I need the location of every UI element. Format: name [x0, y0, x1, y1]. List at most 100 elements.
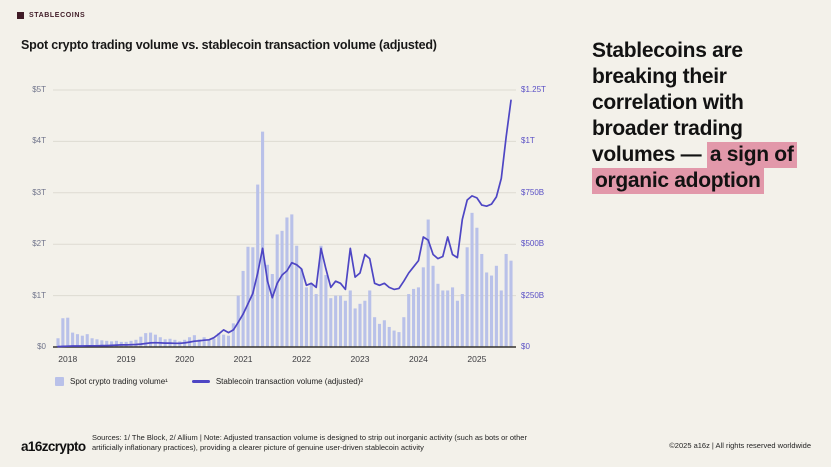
y-axis-right-tick: $0: [521, 342, 530, 351]
y-axis-right-tick: $500B: [521, 239, 545, 249]
y-axis-right-tick: $750B: [521, 187, 545, 197]
x-axis-tick: 2019: [116, 354, 136, 364]
spot-volume-bar: [441, 290, 445, 347]
spot-volume-bar: [290, 214, 294, 347]
spot-volume-bar: [465, 247, 469, 347]
spot-volume-bar: [202, 337, 206, 347]
spot-volume-bar: [114, 340, 118, 347]
spot-volume-bar: [402, 317, 406, 347]
spot-volume-bar: [460, 294, 464, 347]
spot-volume-bar: [455, 300, 459, 347]
x-axis-tick: 2024: [408, 354, 428, 364]
line-swatch-icon: [191, 380, 210, 383]
spot-volume-bar: [353, 308, 357, 347]
spot-volume-bar: [480, 253, 484, 347]
spot-volume-bar: [275, 234, 279, 347]
spot-volume-bar: [348, 290, 352, 347]
y-axis-left-tick: $5T: [32, 85, 46, 94]
spot-volume-bar: [421, 267, 425, 347]
spot-volume-bar: [309, 283, 313, 347]
spot-volume-bar: [75, 334, 80, 347]
spot-volume-bar: [436, 283, 440, 347]
spot-volume-bar: [358, 303, 362, 347]
spot-volume-bar: [319, 245, 323, 347]
spot-volume-bar: [416, 287, 420, 347]
y-axis-right-tick: $250B: [521, 290, 545, 300]
spot-volume-bar: [285, 217, 289, 347]
spot-volume-bar: [426, 219, 430, 347]
spot-volume-bar: [251, 247, 255, 347]
spot-volume-bar: [392, 330, 396, 347]
stablecoin-volume-line: [57, 99, 512, 348]
spot-volume-bar: [105, 340, 109, 347]
spot-volume-bar: [451, 287, 455, 347]
y-axis-right-tick: $1.25T: [521, 85, 546, 94]
x-axis-tick: 2022: [292, 354, 311, 364]
spot-volume-bar: [280, 230, 284, 347]
spot-volume-bar: [246, 246, 250, 347]
legend-label-stablecoin-volume: Stablecoin transaction volume (adjusted)…: [215, 377, 364, 386]
x-axis-tick: 2018: [58, 354, 78, 364]
chart-legend: Spot crypto trading volume¹ Stablecoin t…: [55, 377, 363, 386]
spot-volume-bar: [412, 288, 416, 347]
spot-volume-bar: [489, 275, 494, 347]
spot-volume-bar: [504, 253, 508, 347]
chart-canvas: [53, 89, 516, 348]
spot-volume-bar: [61, 318, 65, 347]
spot-volume-bar: [470, 212, 474, 347]
kicker-badge: STABLECOINS: [17, 12, 85, 19]
spot-volume-bar: [324, 275, 328, 347]
spot-volume-bar: [256, 184, 260, 347]
spot-volume-bar: [509, 260, 513, 347]
spot-volume-bar: [110, 341, 114, 347]
spot-volume-bar: [494, 265, 498, 347]
spot-volume-bar: [90, 338, 94, 347]
spot-volume-bar: [387, 326, 391, 347]
spot-volume-bar: [139, 336, 143, 347]
spot-volume-bar: [217, 333, 221, 347]
spot-volume-bar: [343, 300, 347, 347]
spot-volume-bar: [475, 227, 479, 347]
spot-volume-bar: [85, 334, 89, 347]
headline: Stablecoins are breaking their correlati…: [592, 38, 797, 194]
spot-volume-bar: [373, 317, 377, 347]
sources-note: Sources: 1/ The Block, 2/ Allium | Note:…: [92, 433, 527, 452]
y-axis-left-tick: $3T: [32, 187, 46, 197]
spot-volume-bar: [270, 274, 274, 347]
spot-volume-bar: [397, 332, 401, 347]
spot-volume-bar: [338, 295, 343, 347]
spot-volume-bar: [446, 290, 450, 347]
y-axis-right-tick: $1T: [521, 136, 535, 146]
spot-volume-bar: [407, 294, 411, 347]
bar-swatch-icon: [55, 377, 64, 386]
spot-volume-bar: [485, 272, 489, 347]
legend-item-spot-volume: Spot crypto trading volume¹: [55, 377, 168, 386]
spot-volume-bar: [71, 332, 75, 347]
spot-volume-bar: [314, 294, 318, 347]
chart-area: $5T $4T $3T $2T $1T $0 $1.25T $1T $750B $500B $250…: [0, 75, 570, 375]
spot-volume-bar: [149, 332, 153, 347]
copyright: ©2025 a16z | All rights reserved worldwi…: [669, 441, 811, 450]
spot-volume-bar: [265, 264, 269, 347]
a16z-crypto-logo: a16zcrypto: [21, 439, 86, 454]
y-axis-left-tick: $0: [37, 342, 46, 351]
spot-volume-bar: [431, 265, 435, 347]
legend-label-spot-volume: Spot crypto trading volume¹: [70, 377, 168, 386]
spot-volume-bar: [226, 335, 231, 347]
spot-volume-bar: [66, 317, 70, 347]
x-axis-tick: 2023: [350, 354, 370, 364]
spot-volume-bar: [382, 320, 386, 347]
spot-volume-bar: [153, 334, 157, 347]
x-axis-tick: 2020: [175, 354, 195, 364]
spot-volume-bar: [222, 334, 226, 347]
headline-plain: Stablecoins are breaking their correlati…: [592, 39, 744, 166]
spot-volume-bar: [134, 339, 138, 347]
spot-volume-bar: [241, 270, 245, 347]
spot-volume-bar: [499, 290, 503, 347]
spot-volume-bar: [377, 323, 382, 347]
spot-volume-bar: [144, 333, 148, 347]
spot-volume-bar: [300, 268, 304, 347]
legend-item-stablecoin-volume: Stablecoin transaction volume (adjusted)…: [191, 377, 364, 386]
y-axis-left-tick: $4T: [32, 136, 46, 146]
y-axis-left-tick: $1T: [32, 290, 46, 300]
